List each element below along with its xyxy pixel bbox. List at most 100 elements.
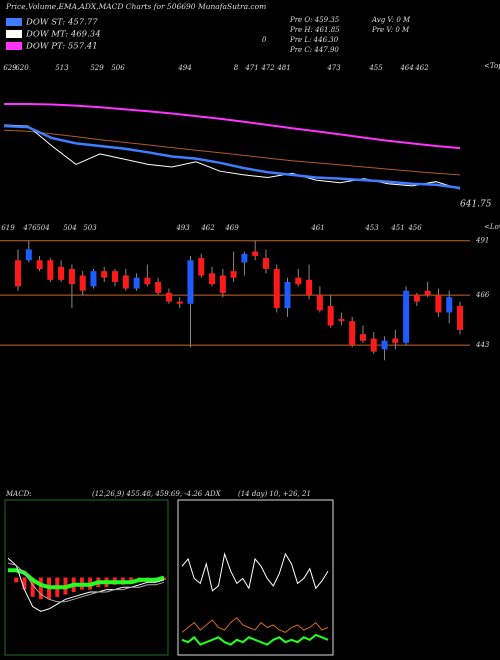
macd-subtitle: (12,26,9) 455.48, 459.69, -4.26 <box>92 490 203 498</box>
adx-line <box>181 633 329 646</box>
macd-title: MACD: <box>5 490 32 498</box>
top-label: 529 <box>90 64 104 72</box>
stat: Pre H: 461.85 <box>289 26 340 34</box>
ema-line <box>3 129 461 176</box>
candle-body <box>424 290 431 296</box>
candle-body <box>25 249 32 261</box>
candle-body <box>435 295 442 313</box>
zero-mark: 0 <box>262 36 267 44</box>
stat: Pre V: 0 M <box>371 26 410 34</box>
ema-line <box>3 124 461 190</box>
top-label: 473 <box>326 64 341 72</box>
top-label: 471 <box>244 64 258 72</box>
stat: Pre O: 459.35 <box>289 16 340 24</box>
candle-body <box>349 321 356 346</box>
candle-body <box>209 273 216 285</box>
stat: Pre L: 446.30 <box>289 36 339 44</box>
candle-body <box>144 277 151 285</box>
candle-body <box>176 301 183 304</box>
low-label: 619 <box>1 224 15 232</box>
candle-body <box>403 290 410 343</box>
y-tick-label: 443 <box>475 341 490 349</box>
macd-bar <box>129 577 134 583</box>
legend-label: DOW MT: 469.34 <box>25 30 101 40</box>
legend-swatch <box>6 30 22 38</box>
candle-body <box>155 282 162 293</box>
low-label: 503 <box>83 224 97 232</box>
adx-line <box>181 617 329 633</box>
candle-body <box>273 268 280 309</box>
candle-body <box>133 277 140 289</box>
top-label: 481 <box>276 64 290 72</box>
tops-label: <Tops <box>484 62 500 70</box>
candle-body <box>327 305 334 326</box>
top-label: 462 <box>414 64 429 72</box>
candle-body <box>316 295 323 311</box>
legend-label: DOW PT: 557.41 <box>25 42 98 52</box>
top-label: 629 <box>3 64 17 72</box>
panel <box>177 499 334 656</box>
candle-body <box>306 279 313 296</box>
low-label: 461 <box>310 224 324 232</box>
price-label: 641.75 <box>460 200 492 210</box>
ema-line <box>4 103 461 150</box>
candle-body <box>392 338 399 343</box>
top-label: 455 <box>368 64 383 72</box>
adx-subtitle: (14 day) 10, +26, 21 <box>238 490 311 498</box>
low-label: 469 <box>224 224 239 232</box>
candle-body <box>241 253 248 263</box>
candle-body <box>446 297 453 313</box>
low-label: 462 <box>200 224 215 232</box>
candle-body <box>198 258 205 276</box>
stat: Avg V: 0 M <box>371 16 411 24</box>
legend-swatch <box>6 42 22 50</box>
top-label: 513 <box>55 64 69 72</box>
candle-body <box>68 268 75 285</box>
candle-body <box>79 275 86 291</box>
stat: Pre C: 447.90 <box>289 46 339 54</box>
ema-line <box>3 124 461 190</box>
candle-body <box>262 258 269 269</box>
candle-body <box>112 271 119 283</box>
candle-body <box>359 334 366 341</box>
top-label: 472 <box>260 64 275 72</box>
lows-label: <Lows <box>484 223 500 231</box>
macd-bar <box>14 577 19 583</box>
candle-body <box>370 338 377 352</box>
candle-body <box>15 260 21 287</box>
candle-body <box>90 271 97 287</box>
candle-body <box>230 271 237 278</box>
candle-body <box>457 305 463 330</box>
low-label: 493 <box>175 224 190 232</box>
top-label: 8 <box>234 64 239 72</box>
candle-body <box>58 266 65 280</box>
candle-body <box>219 275 226 293</box>
candle-body <box>36 260 43 269</box>
macd-bar <box>38 577 43 600</box>
candle-body <box>47 260 54 280</box>
macd-bar <box>22 577 27 590</box>
top-label: 464 <box>399 64 413 72</box>
candle-body <box>101 271 108 278</box>
macd-bar <box>30 577 35 597</box>
top-label: 494 <box>177 64 191 72</box>
title: Price,Volume,EMA,ADX,MACD Charts for 506… <box>5 2 266 11</box>
candle-body <box>284 282 291 309</box>
candle-body <box>413 295 420 302</box>
low-label: 504 <box>63 224 76 232</box>
legend-swatch <box>6 18 22 26</box>
macd-line <box>7 562 165 603</box>
macd-line <box>7 557 165 612</box>
candle-body <box>338 318 345 322</box>
candle-body <box>252 251 259 256</box>
candle-body <box>381 340 388 350</box>
top-label: 506 <box>111 64 125 72</box>
top-label: 620 <box>15 64 29 72</box>
adx-line <box>181 552 329 592</box>
low-label: 504 <box>36 224 49 232</box>
y-tick-label: 491 <box>475 237 489 245</box>
macd-line <box>8 568 165 590</box>
y-tick-label: 466 <box>475 291 490 299</box>
